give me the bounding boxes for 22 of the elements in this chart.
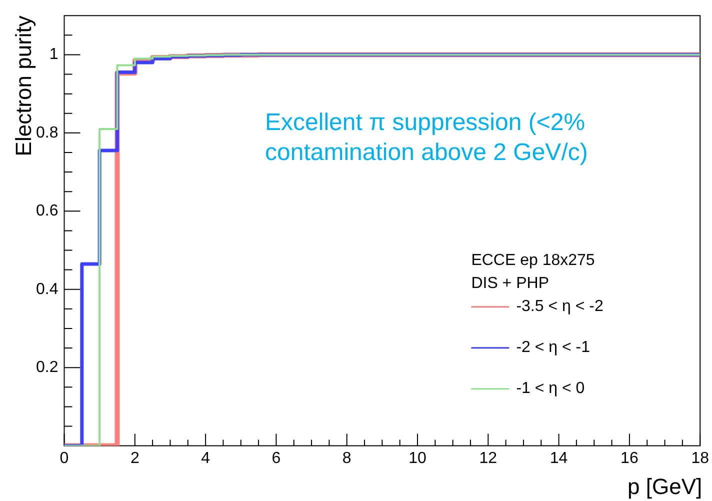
x-axis-title: p [GeV] — [628, 474, 702, 500]
x-tick-label: 10 — [408, 450, 426, 467]
x-tick-label: 8 — [342, 450, 352, 467]
x-tick-label: 18 — [691, 450, 710, 467]
y-tick-label: 1 — [49, 46, 58, 64]
x-tick-label: 6 — [272, 450, 281, 467]
legend-title: ECCE ep 18x275 DIS + PHP — [471, 252, 595, 292]
legend-label: -2 < η < -1 — [516, 339, 590, 356]
y-tick-label: 0.2 — [36, 358, 58, 376]
x-tick-label: 16 — [620, 450, 638, 467]
legend-label: -3.5 < η < -2 — [516, 298, 604, 316]
x-tick-label: 2 — [130, 450, 140, 467]
x-tick-label: 4 — [201, 450, 210, 467]
annotation: Excellent π suppression (<2% contamination above 2 GeV/c) — [265, 108, 589, 168]
y-tick-label: 0.6 — [36, 202, 58, 220]
y-tick-label: 0.8 — [36, 124, 58, 142]
y-axis-title: Electron purity — [11, 16, 36, 156]
x-tick-label: 12 — [479, 450, 498, 467]
legend-label: -1 < η < 0 — [516, 380, 585, 398]
x-tick-label: 0 — [60, 450, 69, 467]
x-tick-label: 14 — [550, 450, 568, 467]
y-tick-label: 0.4 — [36, 280, 58, 298]
